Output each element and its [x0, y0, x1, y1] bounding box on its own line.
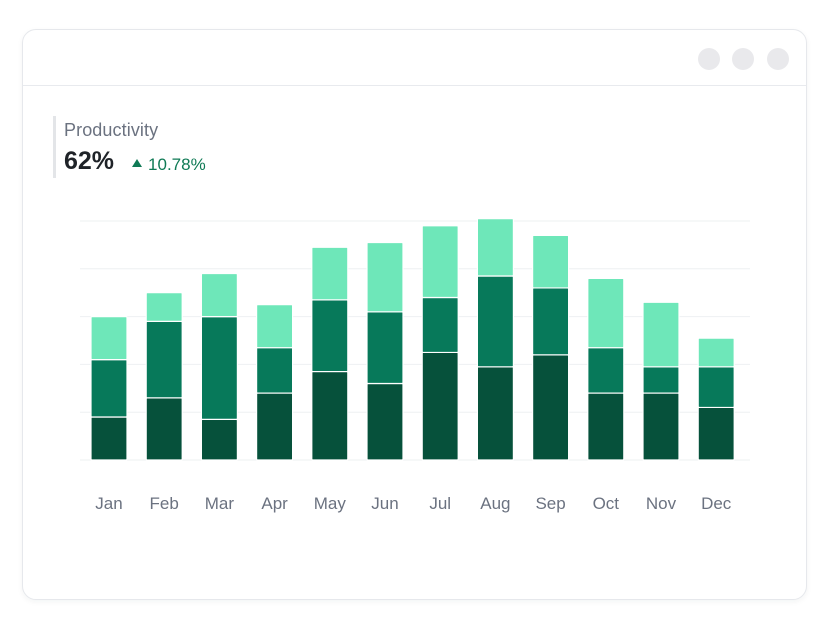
bar-feb-top[interactable]: [145, 292, 183, 322]
x-tick-label-oct: Oct: [593, 494, 620, 513]
x-tick-label-dec: Dec: [701, 494, 732, 513]
bar-may-middle[interactable]: [311, 299, 349, 373]
x-tick-label-feb: Feb: [150, 494, 179, 513]
bar-nov-middle[interactable]: [642, 366, 680, 394]
x-tick-label-jun: Jun: [371, 494, 398, 513]
kpi-label: Productivity: [64, 120, 159, 140]
bar-nov-bottom[interactable]: [642, 392, 680, 461]
bar-nov-top[interactable]: [642, 301, 680, 368]
kpi-change-value: 10.78%: [148, 155, 206, 174]
bar-jun-middle[interactable]: [366, 311, 404, 385]
window-control-dot-3[interactable]: [767, 48, 789, 70]
bar-dec-bottom[interactable]: [697, 406, 735, 461]
kpi-row: 62% 10.78%: [64, 147, 206, 176]
bar-may-bottom[interactable]: [311, 370, 349, 461]
bar-dec-middle[interactable]: [697, 366, 735, 409]
x-tick-label-apr: Apr: [261, 494, 288, 513]
window-title-bar: [23, 30, 806, 86]
x-tick-label-nov: Nov: [646, 494, 677, 513]
bar-mar-bottom[interactable]: [200, 418, 238, 461]
bar-jan-bottom[interactable]: [90, 416, 128, 461]
bar-aug-top[interactable]: [476, 218, 514, 277]
bar-sep-top[interactable]: [531, 234, 570, 289]
bar-sep-bottom[interactable]: [531, 354, 570, 461]
arrow-up-icon: [132, 159, 143, 167]
x-tick-label-jul: Jul: [429, 494, 451, 513]
bar-mar-middle[interactable]: [200, 316, 238, 420]
bar-sep-middle[interactable]: [531, 287, 570, 356]
bar-feb-bottom[interactable]: [145, 397, 183, 461]
bar-feb-middle[interactable]: [145, 320, 183, 399]
bar-dec-top[interactable]: [697, 337, 735, 368]
bar-apr-top[interactable]: [256, 304, 294, 349]
bar-jul-top[interactable]: [421, 225, 459, 299]
bar-may-top[interactable]: [311, 246, 349, 301]
x-tick-label-may: May: [314, 494, 347, 513]
bar-jul-middle[interactable]: [421, 296, 459, 354]
x-tick-label-sep: Sep: [535, 494, 565, 513]
x-tick-label-jan: Jan: [95, 494, 122, 513]
bar-apr-bottom[interactable]: [256, 392, 294, 461]
bar-aug-bottom[interactable]: [476, 366, 514, 461]
x-tick-label-aug: Aug: [480, 494, 510, 513]
bar-jun-bottom[interactable]: [366, 382, 404, 461]
bar-jan-top[interactable]: [90, 316, 128, 361]
bar-jul-bottom[interactable]: [421, 351, 459, 461]
bar-apr-middle[interactable]: [256, 347, 294, 394]
kpi-summary: Productivity 62% 10.78%: [53, 116, 206, 178]
bar-oct-bottom[interactable]: [587, 392, 625, 461]
bar-oct-top[interactable]: [587, 277, 625, 349]
window-control-dot-2[interactable]: [732, 48, 754, 70]
kpi-value: 62%: [64, 147, 115, 175]
bar-jun-top[interactable]: [366, 241, 404, 313]
kpi-change: 10.78%: [132, 155, 206, 175]
bar-oct-middle[interactable]: [587, 347, 625, 394]
window-control-dot-1[interactable]: [698, 48, 720, 70]
bar-aug-middle[interactable]: [476, 275, 514, 368]
bar-mar-top[interactable]: [200, 272, 238, 318]
x-tick-label-mar: Mar: [205, 494, 235, 513]
bar-jan-middle[interactable]: [90, 359, 128, 418]
